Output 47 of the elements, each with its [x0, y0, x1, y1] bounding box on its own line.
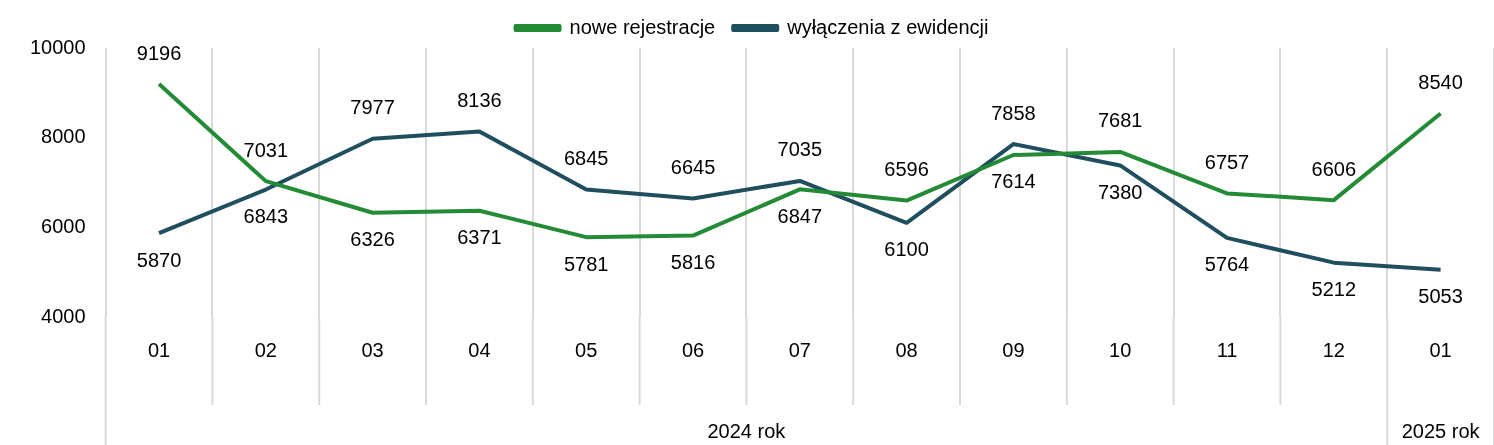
data-label: 5212 — [1311, 278, 1357, 301]
x-tick-label: 01 — [1429, 338, 1452, 361]
data-label: 5870 — [136, 248, 182, 271]
data-label: 5764 — [1204, 253, 1250, 276]
y-tick-label: 10000 — [29, 35, 86, 58]
data-label: 6645 — [670, 155, 716, 178]
data-label: 6371 — [457, 226, 502, 249]
y-tick-label: 8000 — [41, 125, 86, 148]
data-label: 8136 — [457, 89, 502, 112]
data-label: 5781 — [563, 252, 609, 275]
data-label: 6845 — [563, 146, 609, 169]
data-label: 7380 — [1097, 180, 1143, 203]
data-label: 6847 — [777, 204, 823, 227]
x-tick-label: 05 — [575, 338, 598, 361]
x-tick-label: 04 — [468, 338, 491, 361]
data-label: 6606 — [1311, 157, 1357, 180]
data-label: 5053 — [1418, 285, 1463, 308]
data-label: 7858 — [991, 101, 1036, 124]
text: 2025 rok — [1401, 419, 1481, 442]
x-tick-label: 01 — [147, 338, 171, 361]
x-tick-label: 06 — [681, 338, 705, 361]
data-label: 8540 — [1418, 70, 1463, 93]
x-tick-label: 12 — [1322, 338, 1345, 361]
data-label: 7977 — [350, 96, 395, 119]
data-label: 9196 — [136, 41, 182, 64]
data-label: 7614 — [991, 170, 1036, 193]
data-label: 6326 — [350, 228, 395, 251]
x-tick-label: 03 — [361, 338, 384, 361]
data-label: 7031 — [243, 138, 289, 161]
y-tick-label: 6000 — [41, 214, 86, 237]
data-label: 7035 — [777, 138, 823, 161]
y-tick-label: 4000 — [41, 304, 86, 327]
legend-label: nowe rejestracje — [569, 15, 716, 38]
legend-label: wyłączenia z ewidencji — [786, 15, 989, 38]
data-label: 6100 — [884, 238, 929, 261]
data-label: 7681 — [1097, 109, 1143, 132]
data-label: 6596 — [884, 158, 929, 181]
data-label: 6757 — [1204, 150, 1250, 173]
data-label: 5816 — [670, 251, 716, 274]
x-tick-label: 09 — [1002, 338, 1025, 361]
x-tick-label: 11 — [1216, 338, 1238, 361]
text: 2024 rok — [707, 419, 787, 442]
data-label: 6843 — [243, 205, 289, 228]
x-tick-label: 02 — [254, 338, 277, 361]
x-tick-label: 08 — [895, 338, 918, 361]
x-tick-label: 10 — [1109, 338, 1132, 361]
x-tick-label: 07 — [788, 338, 811, 361]
